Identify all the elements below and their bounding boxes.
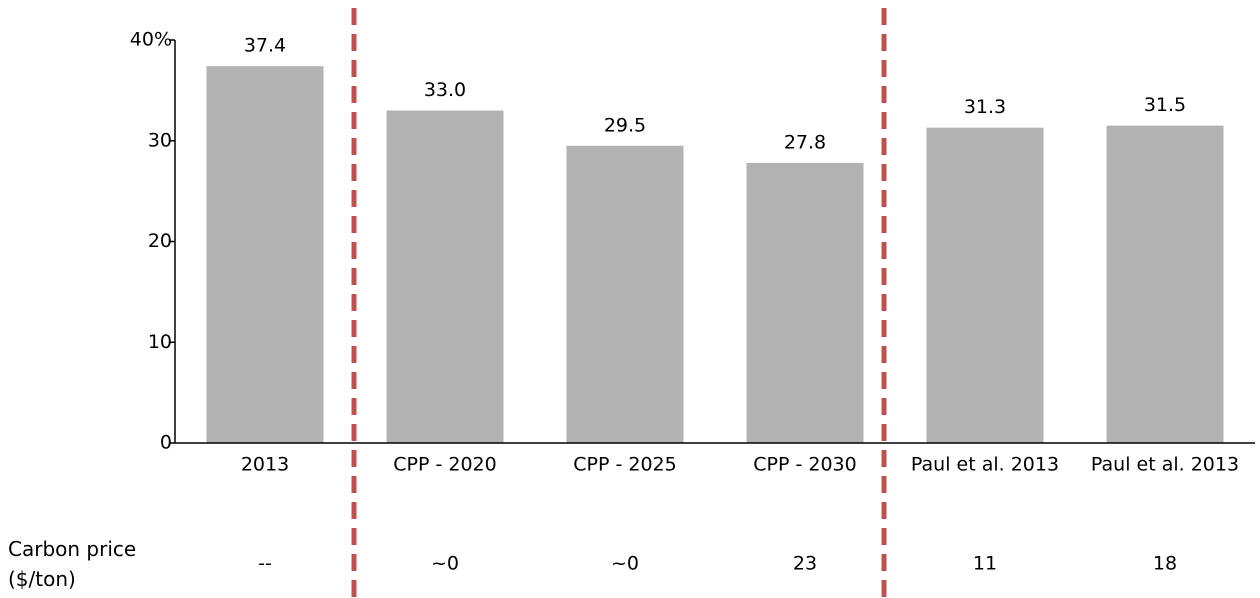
- bar: [386, 110, 504, 444]
- carbon-price: --: [258, 553, 272, 575]
- y-tick-label: 0: [160, 432, 172, 454]
- bar: [746, 162, 864, 444]
- y-tick-label: 40%: [130, 29, 172, 51]
- y-tick-label: 10: [148, 331, 172, 353]
- value-label: 27.8: [784, 131, 826, 153]
- x-tick-label: Paul et al. 2013: [911, 454, 1059, 476]
- carbon-price: 18: [1153, 553, 1177, 575]
- x-tick-label: Paul et al. 2013: [1091, 454, 1239, 476]
- value-label: 37.4: [244, 35, 286, 57]
- carbon-price: ~0: [431, 553, 459, 575]
- bar: [926, 127, 1044, 443]
- value-label: 33.0: [424, 79, 466, 101]
- x-tick-label: CPP - 2025: [573, 454, 676, 476]
- carbon-price: 11: [973, 553, 997, 575]
- y-tick-label: 20: [148, 230, 172, 252]
- bar: [566, 145, 684, 443]
- bar: [1106, 125, 1224, 443]
- value-label: 31.5: [1144, 94, 1186, 116]
- bar: [206, 66, 324, 443]
- x-tick-label: CPP - 2030: [753, 454, 856, 476]
- carbon-price: 23: [793, 553, 817, 575]
- carbon-price-label: Carbon price ($/ton): [8, 537, 137, 591]
- y-tick-label: 30: [148, 129, 172, 151]
- value-label: 29.5: [604, 114, 646, 136]
- value-label: 31.3: [964, 96, 1006, 118]
- x-tick-label: CPP - 2020: [393, 454, 496, 476]
- carbon-price: ~0: [611, 553, 639, 575]
- x-tick-label: 2013: [241, 454, 289, 476]
